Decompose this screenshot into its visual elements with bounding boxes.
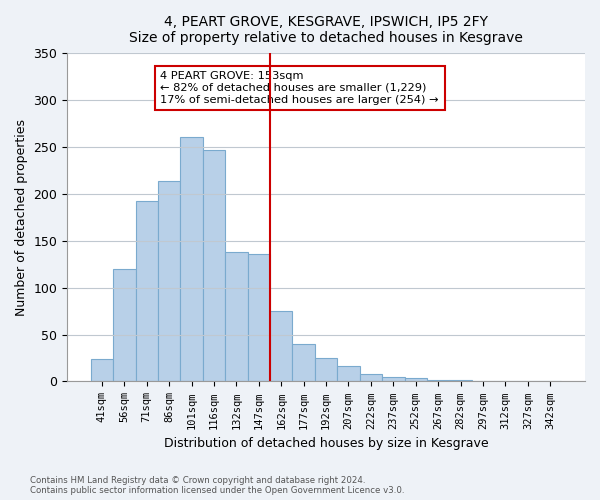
Bar [292, 344, 315, 382]
X-axis label: Distribution of detached houses by size in Kesgrave: Distribution of detached houses by size … [164, 437, 488, 450]
Bar [203, 150, 225, 382]
Bar [136, 200, 158, 382]
Bar [449, 380, 472, 382]
Bar [539, 380, 562, 382]
Bar [248, 254, 270, 382]
Text: 4 PEART GROVE: 153sqm
← 82% of detached houses are smaller (1,229)
17% of semi-d: 4 PEART GROVE: 153sqm ← 82% of detached … [160, 72, 439, 104]
Bar [337, 366, 360, 382]
Bar [382, 377, 404, 382]
Y-axis label: Number of detached properties: Number of detached properties [15, 119, 28, 316]
Bar [91, 359, 113, 382]
Bar [270, 311, 292, 382]
Bar [472, 380, 494, 382]
Text: Contains HM Land Registry data © Crown copyright and database right 2024.
Contai: Contains HM Land Registry data © Crown c… [30, 476, 404, 495]
Bar [427, 380, 449, 382]
Bar [360, 374, 382, 382]
Bar [181, 137, 203, 382]
Bar [404, 378, 427, 382]
Bar [225, 252, 248, 382]
Bar [113, 269, 136, 382]
Bar [315, 358, 337, 382]
Bar [158, 181, 181, 382]
Title: 4, PEART GROVE, KESGRAVE, IPSWICH, IP5 2FY
Size of property relative to detached: 4, PEART GROVE, KESGRAVE, IPSWICH, IP5 2… [129, 15, 523, 45]
